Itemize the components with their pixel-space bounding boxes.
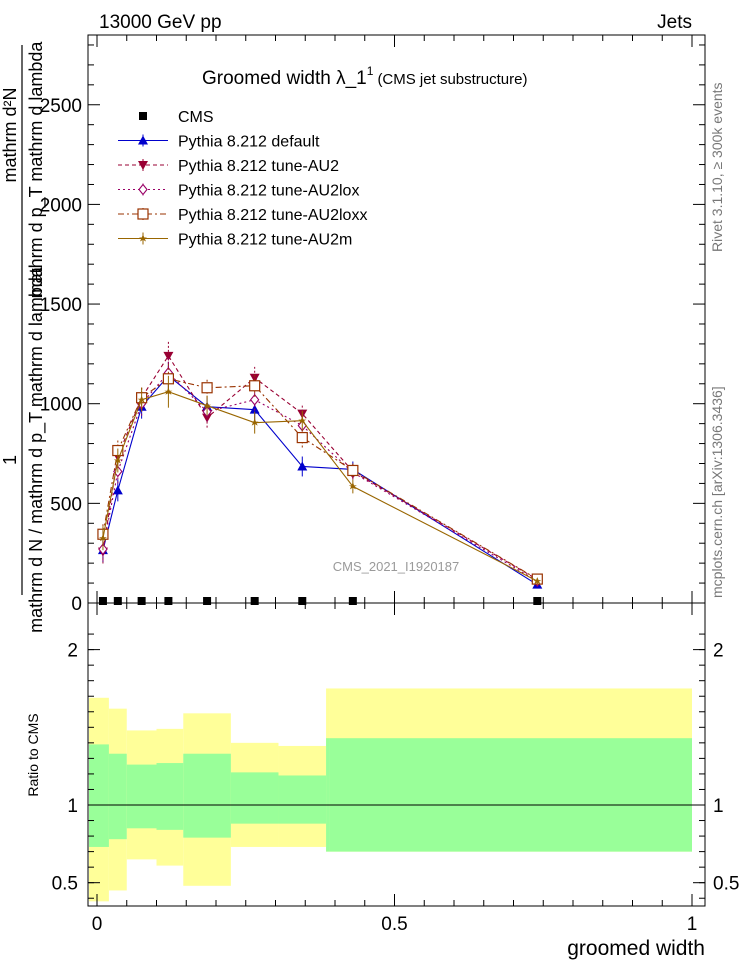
legend-label: Pythia 8.212 default [178,134,320,151]
legend-marker [138,161,148,170]
data-point [348,482,357,490]
y-label-numerator: 1 [0,455,20,465]
legend-entry: Pythia 8.212 tune-AU2lox [118,183,359,200]
y-label-sub-denominator: mathrm d p_T mathrm d lambda [26,41,47,299]
main-y-tick-label: 1000 [40,395,82,416]
series-cms [98,597,542,605]
ratio-band-green [230,772,279,824]
data-point [164,387,173,395]
main-axis-ticks: 0 500 1000 1500 2000 2500 [40,35,705,615]
legend-entry: Pythia 8.212 tune-AU2m [118,232,352,249]
ratio-y-tick-label-right: 1 [713,796,724,817]
y-label-sup-numerator: mathrm d²N [0,87,20,182]
ratio-y-axis-label: Ratio to CMS [25,713,41,796]
legend-marker [138,183,148,196]
ratio-band-green [278,775,327,824]
data-point [298,416,307,424]
x-tick-label: 1 [687,914,698,935]
main-y-tick-label: 2000 [40,195,82,216]
data-point [250,418,259,426]
main-y-tick-label: 1500 [40,295,82,316]
legend-label: Pythia 8.212 tune-AU2loxx [178,207,367,224]
series-line [102,391,538,582]
legend-label: Pythia 8.212 tune-AU2m [178,232,352,249]
x-tick-label: 0 [92,914,103,935]
ratio-band-green [108,753,127,840]
main-y-tick-label: 500 [50,494,82,515]
series-layer [97,339,543,605]
header-left: 13000 GeV pp [99,12,222,33]
data-point [347,464,359,477]
ratio-band-green [183,753,231,838]
header-right: Jets [657,12,692,33]
y-label-main: mathrm d N / mathrm d p_T mathrm d lambd… [26,266,47,633]
cms-data-point [298,597,307,605]
ratio-band-green [156,763,184,830]
main-y-tick-label: 2500 [40,96,82,117]
main-y-tick-label: 0 [71,594,82,615]
data-point [137,395,146,403]
legend-label: CMS [178,109,214,126]
data-point [163,351,174,361]
legend-entry: Pythia 8.212 default [118,134,320,151]
analysis-watermark: CMS_2021_I1920187 [333,559,460,574]
data-point [249,380,261,392]
data-point [297,461,308,471]
cms-data-point [98,597,107,605]
cms-data-point [137,597,146,605]
ratio-band-green [126,764,157,829]
legend-entry: Pythia 8.212 tune-AU2 [118,158,339,175]
series-pythia-8-212-tune-au2loxx [97,363,543,585]
cms-data-point [348,597,357,605]
data-point [202,413,213,423]
rivet-version-text: Rivet 3.1.10, ≥ 300k events [709,82,725,252]
legend-marker [139,234,147,242]
mcplots-credit-text: mcplots.cern.ch [arXiv:1306.3436] [709,386,725,598]
data-point [113,456,122,464]
data-point [296,431,308,444]
ratio-axis-ticks: 0.5 0.5 1 1 2 2 0 0.5 1 [52,603,739,935]
data-point [98,534,107,542]
plot-title: Groomed width λ_11 (CMS jet substructure) [202,64,527,89]
ratio-band-green [329,738,692,852]
data-point [201,382,213,394]
ratio-y-tick-label: 0.5 [52,874,78,895]
legend-marker [139,112,147,120]
data-point [249,373,260,383]
x-axis-label: groomed width [567,937,705,960]
ratio-y-tick-label: 1 [67,796,78,817]
legend: CMS Pythia 8.212 default Pythia 8.212 tune… [118,109,367,249]
x-tick-label: 0.5 [381,914,407,935]
series-pythia-8-212-default [97,361,543,589]
data-point [203,401,212,409]
legend-marker [138,135,148,145]
cms-data-point [203,597,212,605]
ratio-y-tick-label: 2 [67,641,78,662]
cms-data-point [164,597,173,605]
ratio-y-tick-label-right: 0.5 [713,874,739,895]
ratio-band-green [326,738,330,852]
series-pythia-8-212-tune-au2m [98,375,542,585]
ratio-y-tick-label-right: 2 [713,641,724,662]
legend-entry: Pythia 8.212 tune-AU2loxx [118,207,367,224]
legend-entry: CMS [139,109,214,126]
legend-marker [137,208,149,220]
ratio-band-green [89,744,109,847]
ratio-panel-frame [87,602,706,907]
data-point [533,577,542,585]
legend-label: Pythia 8.212 tune-AU2lox [178,183,359,200]
legend-label: Pythia 8.212 tune-AU2 [178,158,339,175]
cms-data-point [533,597,542,605]
cms-data-point [113,597,122,605]
data-point [249,393,260,406]
cms-data-point [250,597,259,605]
series-line [102,378,538,580]
main-y-axis-label: 1 mathrm d N / mathrm d p_T mathrm d lam… [0,41,47,633]
ratio-bands [89,688,692,902]
data-point [112,485,123,495]
